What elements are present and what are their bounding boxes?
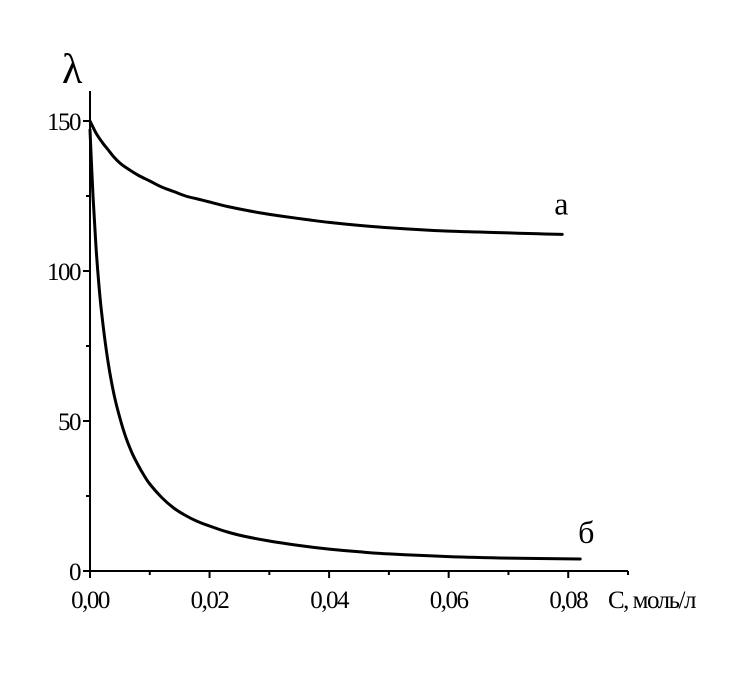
x-tick-label: 0,02 bbox=[191, 587, 230, 614]
series-label-2: б bbox=[578, 514, 594, 550]
x-tick-label: 0,04 bbox=[310, 587, 350, 614]
x-axis-label: С, моль/л bbox=[608, 587, 696, 614]
ticks bbox=[83, 120, 629, 578]
y-tick-label: 100 bbox=[47, 259, 81, 286]
series-line-1 bbox=[88, 119, 564, 236]
x-tick-label: 0,08 bbox=[549, 587, 588, 614]
series-lines bbox=[88, 119, 582, 561]
y-axis-label: λ bbox=[62, 47, 83, 93]
y-tick-label: 50 bbox=[58, 409, 81, 436]
x-tick-label: 0,00 bbox=[71, 587, 110, 614]
tick-labels: 0,00 0,02 0,04 0,06 0,08 0 50 100 150 bbox=[47, 109, 590, 614]
x-tick-label: 0,06 bbox=[430, 587, 469, 614]
series-labels: аб bbox=[554, 185, 594, 550]
series-label-1: а bbox=[554, 185, 568, 221]
series-line-2 bbox=[88, 128, 582, 561]
y-tick-label: 150 bbox=[47, 109, 81, 136]
y-tick-label: 0 bbox=[69, 559, 81, 586]
axes bbox=[89, 91, 628, 572]
